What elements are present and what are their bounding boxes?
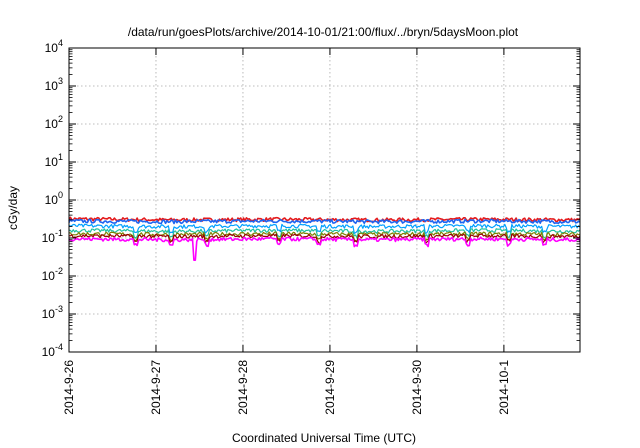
y-tick-exponent: -1 — [55, 228, 63, 238]
x-tick-label: 2014-9-27 — [149, 360, 163, 415]
y-tick-exponent: 0 — [58, 190, 63, 200]
y-tick-label: 10-4 — [42, 342, 63, 359]
y-tick-label: 104 — [45, 38, 63, 55]
y-tick-label: 102 — [45, 114, 63, 131]
y-tick-label: 103 — [45, 76, 63, 93]
series-line — [68, 223, 581, 234]
y-axis-label: cGy/day — [6, 186, 20, 230]
plot-area: 10-410-310-210-11001011021031042014-9-26… — [42, 38, 581, 415]
x-tick-label: 2014-9-28 — [236, 360, 250, 415]
y-tick-exponent: -3 — [55, 304, 63, 314]
y-tick-exponent: 2 — [58, 114, 63, 124]
series-line — [68, 236, 581, 262]
x-tick-label: 2014-10-1 — [497, 360, 511, 415]
x-tick-label: 2014-9-30 — [410, 360, 424, 415]
x-tick-label: 2014-9-29 — [323, 360, 337, 415]
series-line — [68, 228, 581, 239]
y-tick-exponent: 3 — [58, 76, 63, 86]
series-line — [68, 218, 581, 225]
y-tick-exponent: -4 — [55, 342, 63, 352]
x-tick-label: 2014-9-26 — [62, 360, 76, 415]
y-tick-label: 100 — [45, 190, 63, 207]
y-tick-exponent: 4 — [58, 38, 63, 48]
y-tick-label: 101 — [45, 152, 63, 169]
y-tick-label: 10-1 — [42, 228, 63, 245]
y-tick-exponent: 1 — [58, 152, 63, 162]
y-tick-label: 10-3 — [42, 304, 63, 321]
y-tick-label: 10-2 — [42, 266, 63, 283]
x-axis-label: Coordinated Universal Time (UTC) — [232, 431, 416, 445]
y-tick-exponent: -2 — [55, 266, 63, 276]
series-line — [68, 233, 581, 244]
chart-title: /data/run/goesPlots/archive/2014-10-01/2… — [128, 25, 519, 39]
series-line — [68, 231, 581, 242]
